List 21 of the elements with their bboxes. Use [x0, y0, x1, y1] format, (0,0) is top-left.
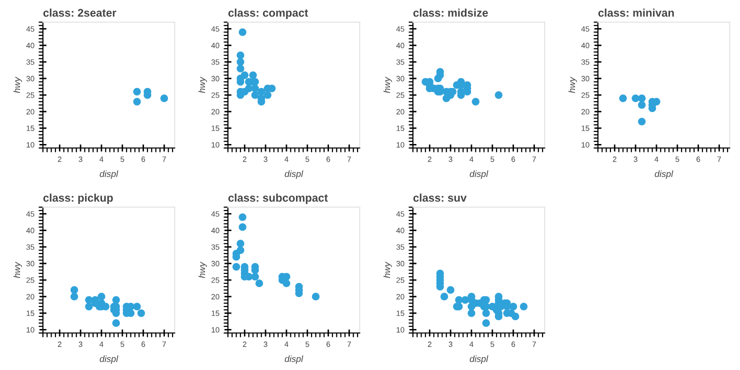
chart-title: class: midsize: [413, 8, 488, 17]
x-axis-title: displ: [284, 355, 304, 364]
x-axis-title: displ: [470, 170, 488, 179]
y-axis-title: hwy: [198, 262, 207, 278]
x-axis-title: displ: [100, 355, 118, 364]
chart-title: class: pickup: [43, 194, 113, 204]
y-axis-title: hwy: [14, 76, 22, 93]
y-axis-title: hwy: [384, 262, 392, 278]
y-axis-title: hwy: [198, 76, 207, 93]
y-axis-title: hwy: [384, 76, 392, 93]
x-axis-title: displ: [100, 170, 118, 179]
y-axis-title: hwy: [14, 262, 22, 278]
chart-title: class: 2seater: [43, 8, 116, 17]
x-axis-title: displ: [470, 355, 488, 364]
chart-title: class: suv: [413, 194, 467, 202]
x-axis-title: displ: [284, 170, 304, 179]
y-axis-title: hwy: [568, 76, 577, 93]
chart-title: class: subcompact: [228, 194, 328, 204]
x-axis-title: displ: [654, 170, 674, 179]
chart-title: class: compact: [228, 8, 308, 19]
chart-title: class: minivan: [598, 8, 674, 17]
